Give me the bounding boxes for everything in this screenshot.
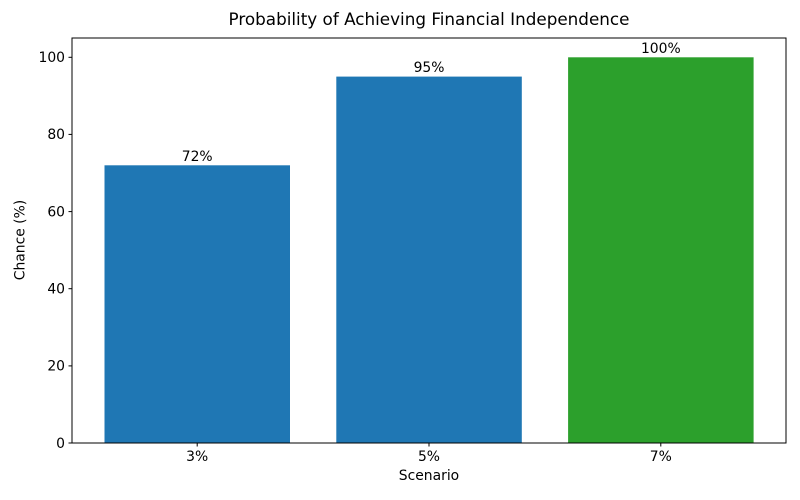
x-tick-label: 3% <box>186 449 208 465</box>
chart-title: Probability of Achieving Financial Indep… <box>228 9 630 29</box>
bar-value-label: 100% <box>641 41 681 57</box>
y-axis-label: Chance (%) <box>12 199 29 281</box>
bar <box>568 57 754 444</box>
x-tick-label: 7% <box>650 449 672 465</box>
bar-value-label: 95% <box>414 60 445 76</box>
x-axis-label: Scenario <box>398 468 460 484</box>
y-tick-label: 0 <box>56 436 65 452</box>
y-tick-label: 60 <box>47 204 65 220</box>
bar <box>336 76 522 443</box>
bar <box>104 165 290 444</box>
bar-value-label: 72% <box>182 149 213 165</box>
y-tick-label: 40 <box>47 282 65 298</box>
x-tick-label: 5% <box>418 449 440 465</box>
y-tick-label: 80 <box>47 127 65 143</box>
y-tick-label: 20 <box>47 359 65 375</box>
y-tick-label: 100 <box>38 50 65 66</box>
